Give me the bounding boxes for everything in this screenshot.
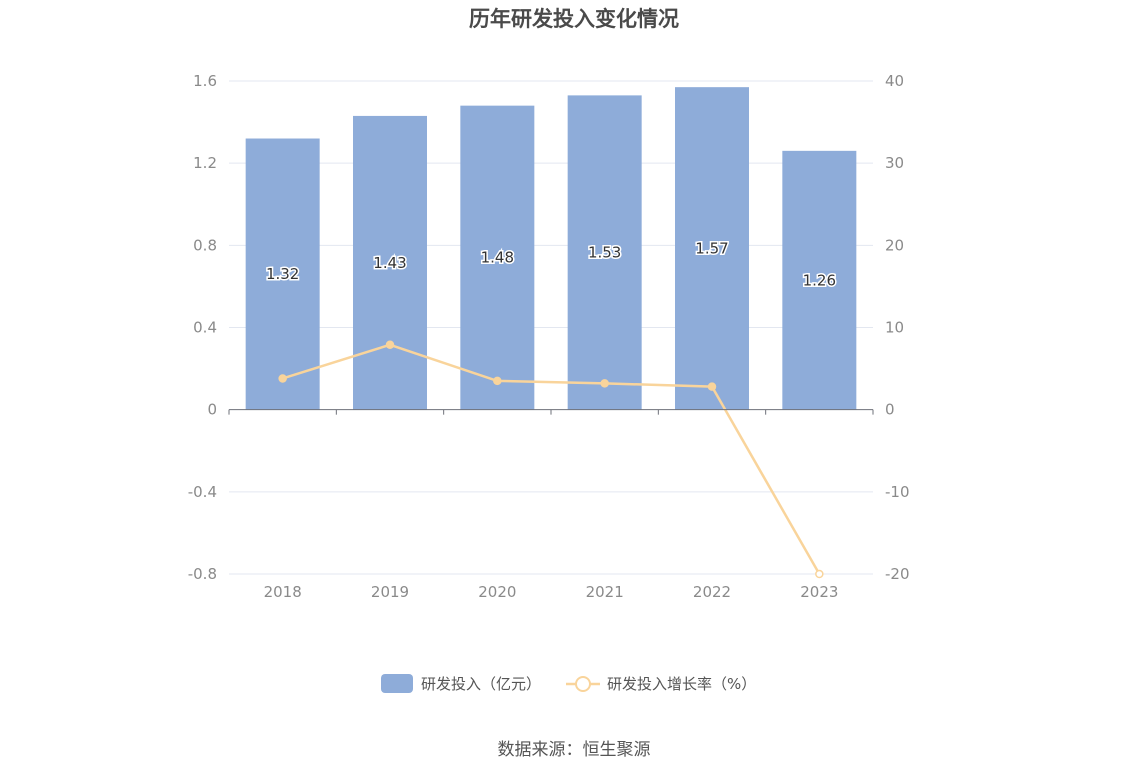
bar-data-label: 1.48 (481, 249, 514, 267)
chart-title: 历年研发投入变化情况 (469, 7, 679, 31)
right-tick-label: 10 (885, 319, 904, 337)
bar-data-label: 1.26 (803, 271, 836, 289)
bar-data-label: 1.57 (695, 239, 728, 257)
bar (460, 105, 535, 410)
right-axis: 40 30 20 10 0 -10 -20 (885, 72, 910, 583)
left-tick-label: 0.8 (193, 236, 217, 254)
bar-data-label: 1.32 (266, 265, 299, 283)
bar (567, 95, 642, 410)
left-axis: 1.6 1.2 0.8 0.4 0 -0.4 -0.8 (188, 72, 217, 583)
legend-bar-label: 研发投入（亿元） (421, 675, 541, 693)
line-series (278, 340, 824, 579)
legend-line-label: 研发投入增长率（%） (607, 675, 756, 693)
left-tick-label: 0.4 (193, 319, 217, 337)
bar-series: 1.32 1.43 1.48 1.53 1.57 1.26 (245, 87, 857, 410)
left-tick-label: -0.4 (188, 483, 217, 501)
grid (229, 80, 873, 575)
bar (245, 138, 320, 410)
x-tick-label: 2019 (371, 583, 409, 601)
right-tick-label: 0 (885, 401, 895, 419)
line-point (600, 379, 609, 388)
x-axis: 2018 2019 2020 2021 2022 2023 (228, 409, 874, 601)
line-point (493, 376, 502, 386)
bar-data-label: 1.43 (373, 254, 406, 272)
line-point (707, 382, 717, 391)
bar (675, 87, 749, 410)
x-tick-label: 2021 (586, 583, 624, 601)
legend-item-line: 研发投入增长率（%） (566, 675, 756, 693)
left-tick-label: 1.6 (193, 72, 217, 90)
line-point (278, 374, 287, 383)
line-point (385, 340, 395, 350)
legend-item-bar: 研发投入（亿元） (381, 674, 541, 693)
right-tick-label: -10 (885, 483, 910, 501)
left-tick-label: -0.8 (188, 565, 217, 583)
x-tick-label: 2020 (478, 583, 516, 601)
left-tick-label: 1.2 (193, 154, 217, 172)
right-tick-label: 20 (885, 236, 904, 254)
right-tick-label: 30 (885, 154, 904, 172)
x-tick-label: 2023 (800, 583, 838, 601)
right-tick-label: 40 (885, 72, 904, 90)
data-source: 数据来源：恒生聚源 (498, 740, 651, 760)
line-point (815, 569, 824, 579)
legend-line-marker (575, 676, 591, 692)
bar (782, 150, 857, 410)
legend-bar-swatch (381, 674, 413, 693)
x-tick-label: 2018 (264, 583, 302, 601)
bar-data-label: 1.53 (588, 244, 621, 262)
right-tick-label: -20 (885, 565, 910, 583)
bar (353, 115, 427, 410)
left-tick-label: 0 (207, 401, 217, 419)
legend[interactable]: 研发投入（亿元） 研发投入增长率（%） (381, 674, 756, 693)
growth-line (282, 343, 821, 575)
x-tick-label: 2022 (693, 583, 731, 601)
